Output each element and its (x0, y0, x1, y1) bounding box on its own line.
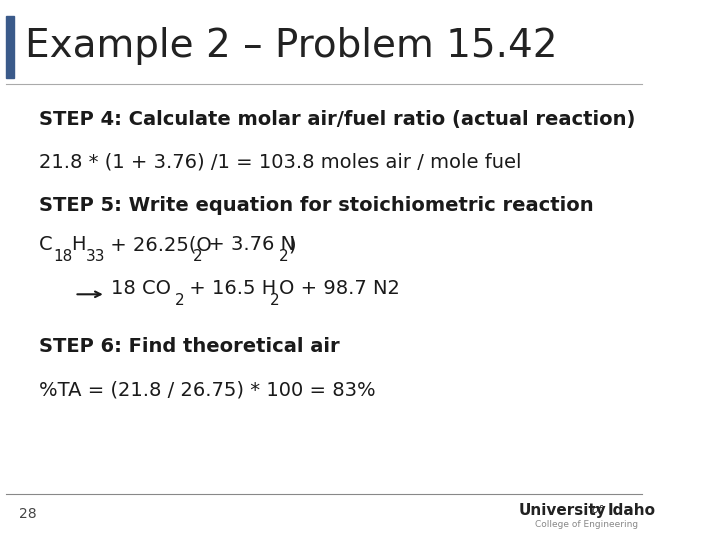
Text: C: C (39, 235, 53, 254)
Text: O + 98.7 N2: O + 98.7 N2 (279, 279, 400, 298)
Text: 28: 28 (19, 507, 37, 521)
Text: Example 2 – Problem 15.42: Example 2 – Problem 15.42 (24, 27, 557, 65)
Text: STEP 5: Write equation for stoichiometric reaction: STEP 5: Write equation for stoichiometri… (39, 195, 593, 215)
Text: H: H (71, 235, 86, 254)
Text: 18 CO: 18 CO (111, 279, 171, 298)
Text: College of Engineering: College of Engineering (535, 521, 638, 529)
Text: + 16.5 H: + 16.5 H (184, 279, 276, 298)
Text: + 3.76 N: + 3.76 N (202, 235, 295, 254)
Text: of: of (591, 505, 602, 515)
Text: + 26.25(O: + 26.25(O (104, 235, 212, 254)
Text: 18: 18 (53, 249, 73, 264)
Text: ): ) (289, 235, 296, 254)
Text: STEP 6: Find theoretical air: STEP 6: Find theoretical air (39, 337, 340, 356)
Text: STEP 4: Calculate molar air/fuel ratio (actual reaction): STEP 4: Calculate molar air/fuel ratio (… (39, 110, 635, 130)
Text: University: University (518, 503, 606, 518)
Text: %TA = (21.8 / 26.75) * 100 = 83%: %TA = (21.8 / 26.75) * 100 = 83% (39, 380, 376, 400)
Text: 21.8 * (1 + 3.76) /1 = 103.8 moles air / mole fuel: 21.8 * (1 + 3.76) /1 = 103.8 moles air /… (39, 152, 521, 172)
Text: 2: 2 (270, 293, 280, 308)
Text: 2: 2 (175, 293, 184, 308)
Bar (6, 16, 14, 78)
Text: 2: 2 (193, 249, 203, 264)
Text: 2: 2 (279, 249, 289, 264)
Text: Idaho: Idaho (607, 503, 655, 518)
Text: 33: 33 (86, 249, 105, 264)
